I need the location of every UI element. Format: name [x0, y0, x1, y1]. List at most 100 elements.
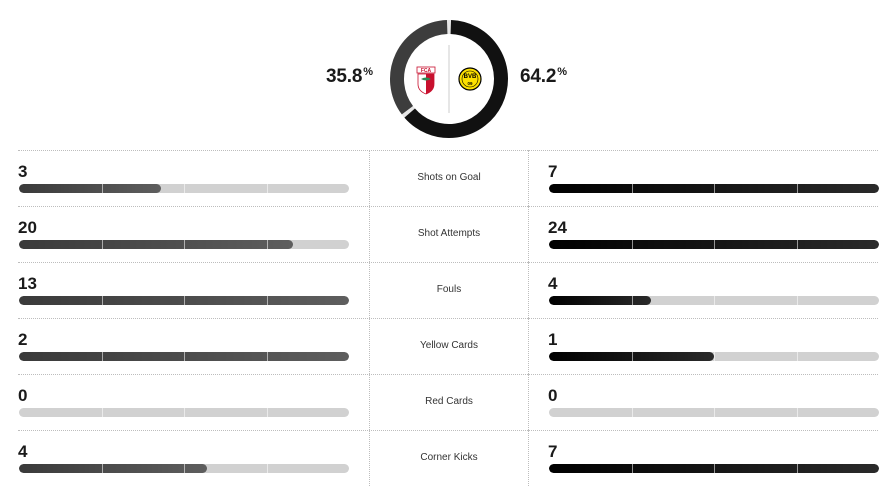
bar-quarter-tick	[797, 352, 798, 361]
column-divider-left	[369, 150, 370, 206]
bar-quarter-tick	[267, 352, 268, 361]
stat-label: Red Cards	[425, 396, 473, 407]
row-divider	[18, 374, 878, 375]
bar-quarter-tick	[184, 240, 185, 249]
column-divider-left	[369, 374, 370, 430]
away-stat-value: 4	[548, 274, 558, 293]
row-divider	[18, 430, 878, 431]
away-stat-value: 0	[548, 386, 558, 405]
row-divider	[18, 262, 878, 263]
bar-quarter-tick	[714, 296, 715, 305]
bar-quarter-tick	[184, 408, 185, 417]
home-stat-bar	[19, 184, 349, 193]
bar-quarter-tick	[267, 464, 268, 473]
possession-header: 35.8% FCA BVB 09 64.2%	[0, 0, 894, 150]
home-stat-bar-fill	[19, 184, 161, 193]
bar-quarter-tick	[797, 240, 798, 249]
bar-quarter-tick	[632, 352, 633, 361]
bar-quarter-tick	[714, 184, 715, 193]
column-divider-right	[528, 430, 529, 486]
bar-quarter-tick	[267, 184, 268, 193]
column-divider-left	[369, 262, 370, 318]
bar-quarter-tick	[797, 408, 798, 417]
row-divider	[18, 318, 878, 319]
home-stat-value: 4	[18, 442, 28, 461]
bar-quarter-tick	[714, 464, 715, 473]
away-possession-percent: 64.2%	[520, 66, 567, 87]
away-stat-bar	[549, 296, 879, 305]
stat-label: Fouls	[436, 284, 462, 295]
home-stat-bar-fill	[19, 240, 293, 249]
bar-quarter-tick	[102, 408, 103, 417]
bar-quarter-tick	[267, 296, 268, 305]
home-stat-value: 2	[18, 330, 28, 349]
stat-row-shots-on-goal: 3 Shots on Goal 7	[18, 150, 879, 206]
column-divider-left	[369, 318, 370, 374]
stat-label: Shot Attempts	[417, 228, 481, 239]
home-stat-value: 0	[18, 386, 28, 405]
bar-quarter-tick	[632, 296, 633, 305]
stat-row-fouls: 13 Fouls 4	[18, 262, 879, 318]
column-divider-right	[528, 150, 529, 206]
svg-text:09: 09	[467, 81, 473, 86]
away-stat-bar	[549, 184, 879, 193]
away-stat-bar	[549, 464, 879, 473]
home-possession-arc	[390, 20, 448, 115]
home-stat-value: 20	[18, 218, 37, 237]
bar-quarter-tick	[102, 464, 103, 473]
column-divider-right	[528, 262, 529, 318]
bar-quarter-tick	[184, 464, 185, 473]
away-possession-arc	[404, 20, 508, 138]
away-stat-bar	[549, 240, 879, 249]
bar-quarter-tick	[632, 408, 633, 417]
dortmund-crest-icon: BVB 09	[458, 67, 482, 91]
bar-quarter-tick	[632, 240, 633, 249]
bar-quarter-tick	[632, 464, 633, 473]
bar-quarter-tick	[102, 296, 103, 305]
possession-donut-chart: FCA BVB 09	[390, 20, 508, 138]
bar-quarter-tick	[632, 184, 633, 193]
bar-quarter-tick	[267, 240, 268, 249]
bar-quarter-tick	[267, 408, 268, 417]
stat-row-yellow-cards: 2 Yellow Cards 1	[18, 318, 879, 374]
home-stat-bar	[19, 240, 349, 249]
bar-quarter-tick	[714, 240, 715, 249]
bar-quarter-tick	[797, 296, 798, 305]
column-divider-left	[369, 430, 370, 486]
bar-quarter-tick	[714, 352, 715, 361]
home-possession-percent: 35.8%	[326, 66, 373, 87]
column-divider-left	[369, 206, 370, 262]
bar-quarter-tick	[714, 408, 715, 417]
row-divider	[18, 150, 878, 151]
bar-quarter-tick	[184, 296, 185, 305]
home-stat-bar	[19, 352, 349, 361]
away-stat-value: 7	[548, 442, 558, 461]
stat-label: Corner Kicks	[420, 452, 478, 463]
stat-row-red-cards: 0 Red Cards 0	[18, 374, 879, 430]
bar-quarter-tick	[102, 240, 103, 249]
bar-quarter-tick	[184, 184, 185, 193]
stat-row-shot-attempts: 20 Shot Attempts 24	[18, 206, 879, 262]
column-divider-right	[528, 374, 529, 430]
home-stat-bar-fill	[19, 464, 207, 473]
bar-quarter-tick	[797, 184, 798, 193]
away-stat-value: 7	[548, 162, 558, 181]
bar-quarter-tick	[102, 184, 103, 193]
home-stat-bar	[19, 464, 349, 473]
home-stat-bar	[19, 296, 349, 305]
row-divider	[18, 206, 878, 207]
away-stat-bar-fill	[549, 352, 714, 361]
svg-text:FCA: FCA	[421, 68, 432, 74]
column-divider-right	[528, 206, 529, 262]
home-stat-bar	[19, 408, 349, 417]
svg-text:BVB: BVB	[464, 74, 477, 80]
match-stats-table: 3 Shots on Goal 7 20 Shot Attempts 24 13…	[18, 150, 879, 489]
stat-label: Yellow Cards	[420, 340, 478, 351]
home-stat-value: 13	[18, 274, 37, 293]
away-stat-bar-fill	[549, 296, 651, 305]
away-stat-value: 24	[548, 218, 567, 237]
column-divider-right	[528, 318, 529, 374]
stat-label: Shots on Goal	[417, 172, 481, 183]
bar-quarter-tick	[102, 352, 103, 361]
home-stat-value: 3	[18, 162, 28, 181]
